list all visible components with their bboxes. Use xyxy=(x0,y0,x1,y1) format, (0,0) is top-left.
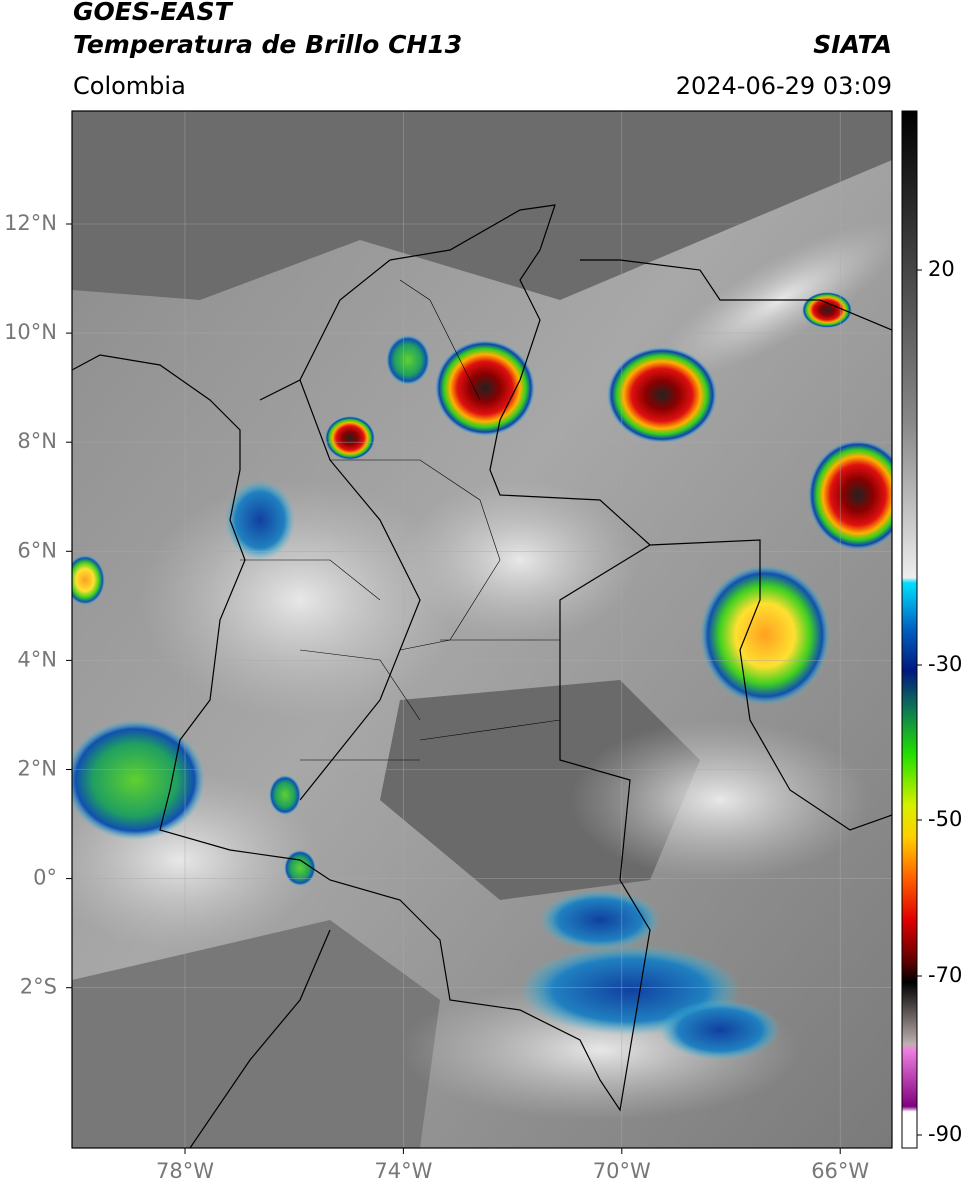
departments xyxy=(240,279,561,761)
colorbar-label: -90 xyxy=(928,1122,962,1146)
lat-label: 8°N xyxy=(17,429,57,453)
lon-label: 78°W xyxy=(156,1159,214,1183)
satellite-image xyxy=(72,111,892,1148)
title: GOES-EAST xyxy=(73,0,234,26)
dark-sea xyxy=(72,111,892,300)
graticule xyxy=(72,111,892,1148)
agency: SIATA xyxy=(813,30,892,59)
colorbar-label: -30 xyxy=(928,652,962,676)
lon-label: 66°W xyxy=(811,1159,869,1183)
colorbar xyxy=(901,110,918,1149)
borders xyxy=(72,204,892,1148)
colorbar-label: -70 xyxy=(928,963,962,987)
lat-label: 10°N xyxy=(4,320,57,344)
subtitle: Temperatura de Brillo CH13 xyxy=(73,30,462,59)
lat-label: 2°N xyxy=(17,757,57,781)
dark-sea-south xyxy=(72,920,440,1148)
datetime: 2024-06-29 03:09 xyxy=(676,72,892,100)
convective-cells xyxy=(72,292,892,1060)
region: Colombia xyxy=(73,72,186,100)
lat-label: 6°N xyxy=(17,538,57,562)
lat-label: 4°N xyxy=(17,647,57,671)
lat-label: 0° xyxy=(33,866,57,890)
colorbar-label: 20 xyxy=(928,257,955,281)
map-frame xyxy=(71,110,893,1149)
axes: 12°N 10°N 8°N 6°N 4°N 2°N 0° 2°S 78°W 74°W 70°W 66°… xyxy=(4,211,962,1183)
lat-label: 12°N xyxy=(4,211,57,235)
lon-label: 70°W xyxy=(593,1159,651,1183)
lon-label: 74°W xyxy=(374,1159,432,1183)
colorbar-label: -50 xyxy=(928,807,962,831)
lat-label: 2°S xyxy=(20,975,57,999)
